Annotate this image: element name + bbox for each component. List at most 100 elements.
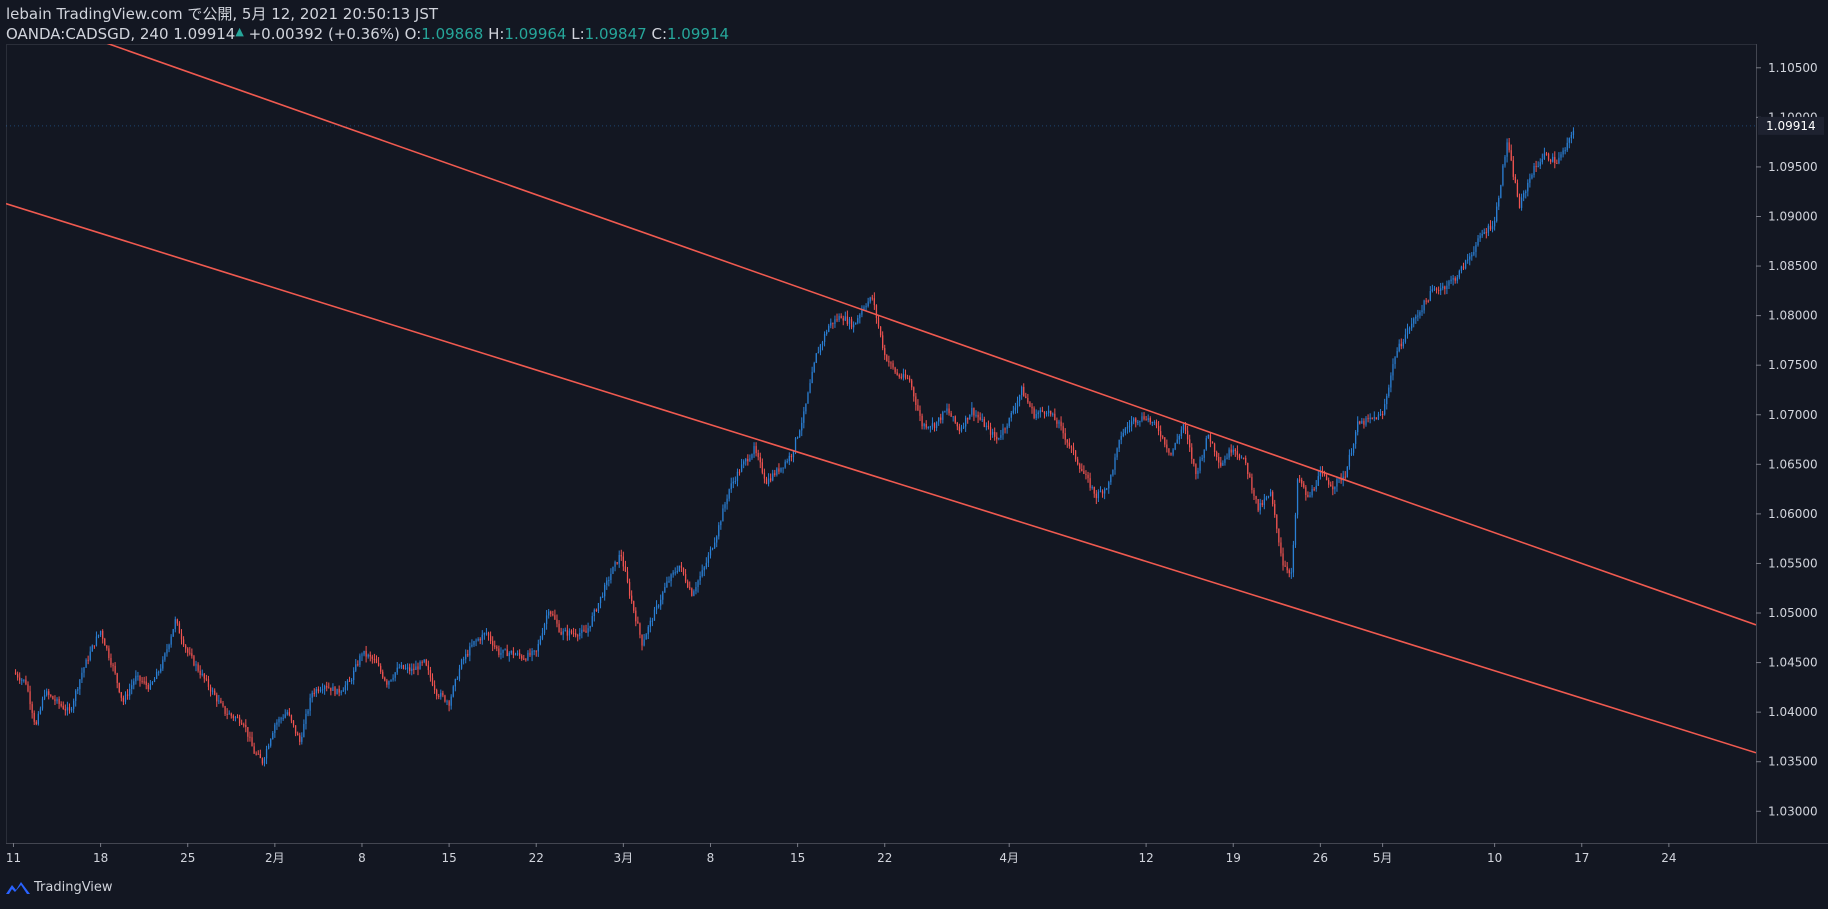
candle: [1014, 402, 1017, 414]
candle-body: [1502, 165, 1504, 186]
candle: [662, 590, 664, 605]
candle-body: [153, 678, 156, 683]
candle-body: [1155, 421, 1158, 426]
candle: [1388, 384, 1390, 398]
candle-body: [740, 464, 743, 472]
candle: [1124, 427, 1127, 436]
candle: [1554, 151, 1556, 169]
candle: [888, 355, 890, 367]
candle-body: [1516, 182, 1519, 197]
price-tick-label: 1.08500: [1768, 259, 1818, 273]
candle-body: [328, 687, 330, 689]
candle: [1413, 317, 1415, 328]
candle: [402, 664, 405, 670]
candle-body: [342, 690, 344, 692]
candle-body: [1452, 278, 1454, 280]
candle: [1469, 252, 1471, 266]
candle-body: [201, 673, 203, 675]
candle-body: [1236, 451, 1239, 455]
candle-body: [199, 670, 201, 675]
candle: [1157, 421, 1160, 436]
candle-body: [1373, 417, 1375, 419]
candle-body: [1209, 434, 1212, 442]
price-axis[interactable]: 1.105001.100001.095001.090001.085001.080…: [1756, 61, 1818, 818]
candle-body: [738, 471, 741, 473]
candle: [749, 454, 751, 462]
candle: [1230, 444, 1232, 457]
candle: [1139, 420, 1141, 427]
plot-area[interactable]: [6, 44, 1756, 843]
candle-body: [778, 468, 780, 472]
candle-body: [931, 423, 934, 427]
candle: [537, 639, 539, 657]
candle: [873, 292, 876, 310]
candle-body: [436, 689, 438, 696]
candle: [942, 410, 944, 424]
candle: [245, 719, 247, 733]
candle: [1452, 274, 1454, 286]
open-value: 1.09868: [421, 25, 484, 43]
candle-body: [506, 649, 508, 657]
trendline-layer[interactable]: [0, 0, 1756, 754]
candle-body: [174, 619, 176, 630]
candle-body: [365, 650, 367, 657]
open-label: O:: [404, 25, 422, 43]
candle-body: [620, 554, 622, 557]
channel-lower-trendline[interactable]: [6, 202, 1756, 754]
candle-body: [477, 638, 479, 641]
candle: [238, 714, 241, 727]
candle: [755, 442, 757, 457]
candle: [504, 648, 506, 651]
candle: [465, 649, 467, 664]
candle: [879, 326, 882, 338]
candle: [558, 620, 560, 633]
candle-body: [317, 689, 320, 692]
candle-body: [1197, 470, 1199, 474]
candle: [836, 313, 838, 323]
candle: [340, 690, 342, 696]
candle: [415, 660, 417, 670]
candle: [898, 373, 900, 379]
candle-body: [205, 678, 208, 680]
candle: [1126, 422, 1129, 434]
candle: [1431, 284, 1434, 293]
candle: [1523, 190, 1525, 202]
time-axis[interactable]: 11 18 25 2月 8 15 22 3月 8 15 22 4月 12 19 26 5月 10 17 24: [6, 843, 1677, 865]
candle: [1012, 405, 1014, 415]
candle: [1240, 455, 1243, 459]
footer-branding[interactable]: TradingView: [6, 880, 113, 895]
candle: [404, 664, 407, 670]
candle-body: [639, 623, 641, 635]
candle-body: [967, 417, 969, 420]
candle: [160, 664, 162, 674]
candle: [859, 313, 861, 324]
candle: [1471, 252, 1473, 261]
candle-body: [1363, 420, 1365, 425]
candle: [718, 522, 720, 540]
candle-body: [1008, 417, 1010, 427]
candle-body: [1083, 470, 1085, 475]
candle: [1371, 417, 1373, 420]
candle: [1280, 537, 1282, 557]
candle-body: [772, 473, 774, 481]
candle: [1037, 410, 1039, 419]
candle-body: [784, 461, 786, 468]
low-label: L:: [571, 25, 585, 43]
candle: [58, 696, 60, 709]
candle: [214, 688, 216, 696]
candle-body: [991, 432, 994, 435]
candle-body: [1282, 553, 1284, 566]
candle: [1531, 173, 1533, 180]
candle-body: [452, 686, 454, 697]
candle: [438, 693, 440, 700]
candle-body: [122, 697, 125, 702]
candle: [75, 689, 77, 707]
candle-body: [857, 318, 859, 323]
candle: [222, 700, 224, 708]
candle-body: [50, 694, 52, 697]
candle-body: [245, 724, 247, 728]
candle-body: [265, 748, 268, 759]
channel-upper-trendline[interactable]: [0, 0, 1756, 626]
candle: [1145, 415, 1147, 421]
